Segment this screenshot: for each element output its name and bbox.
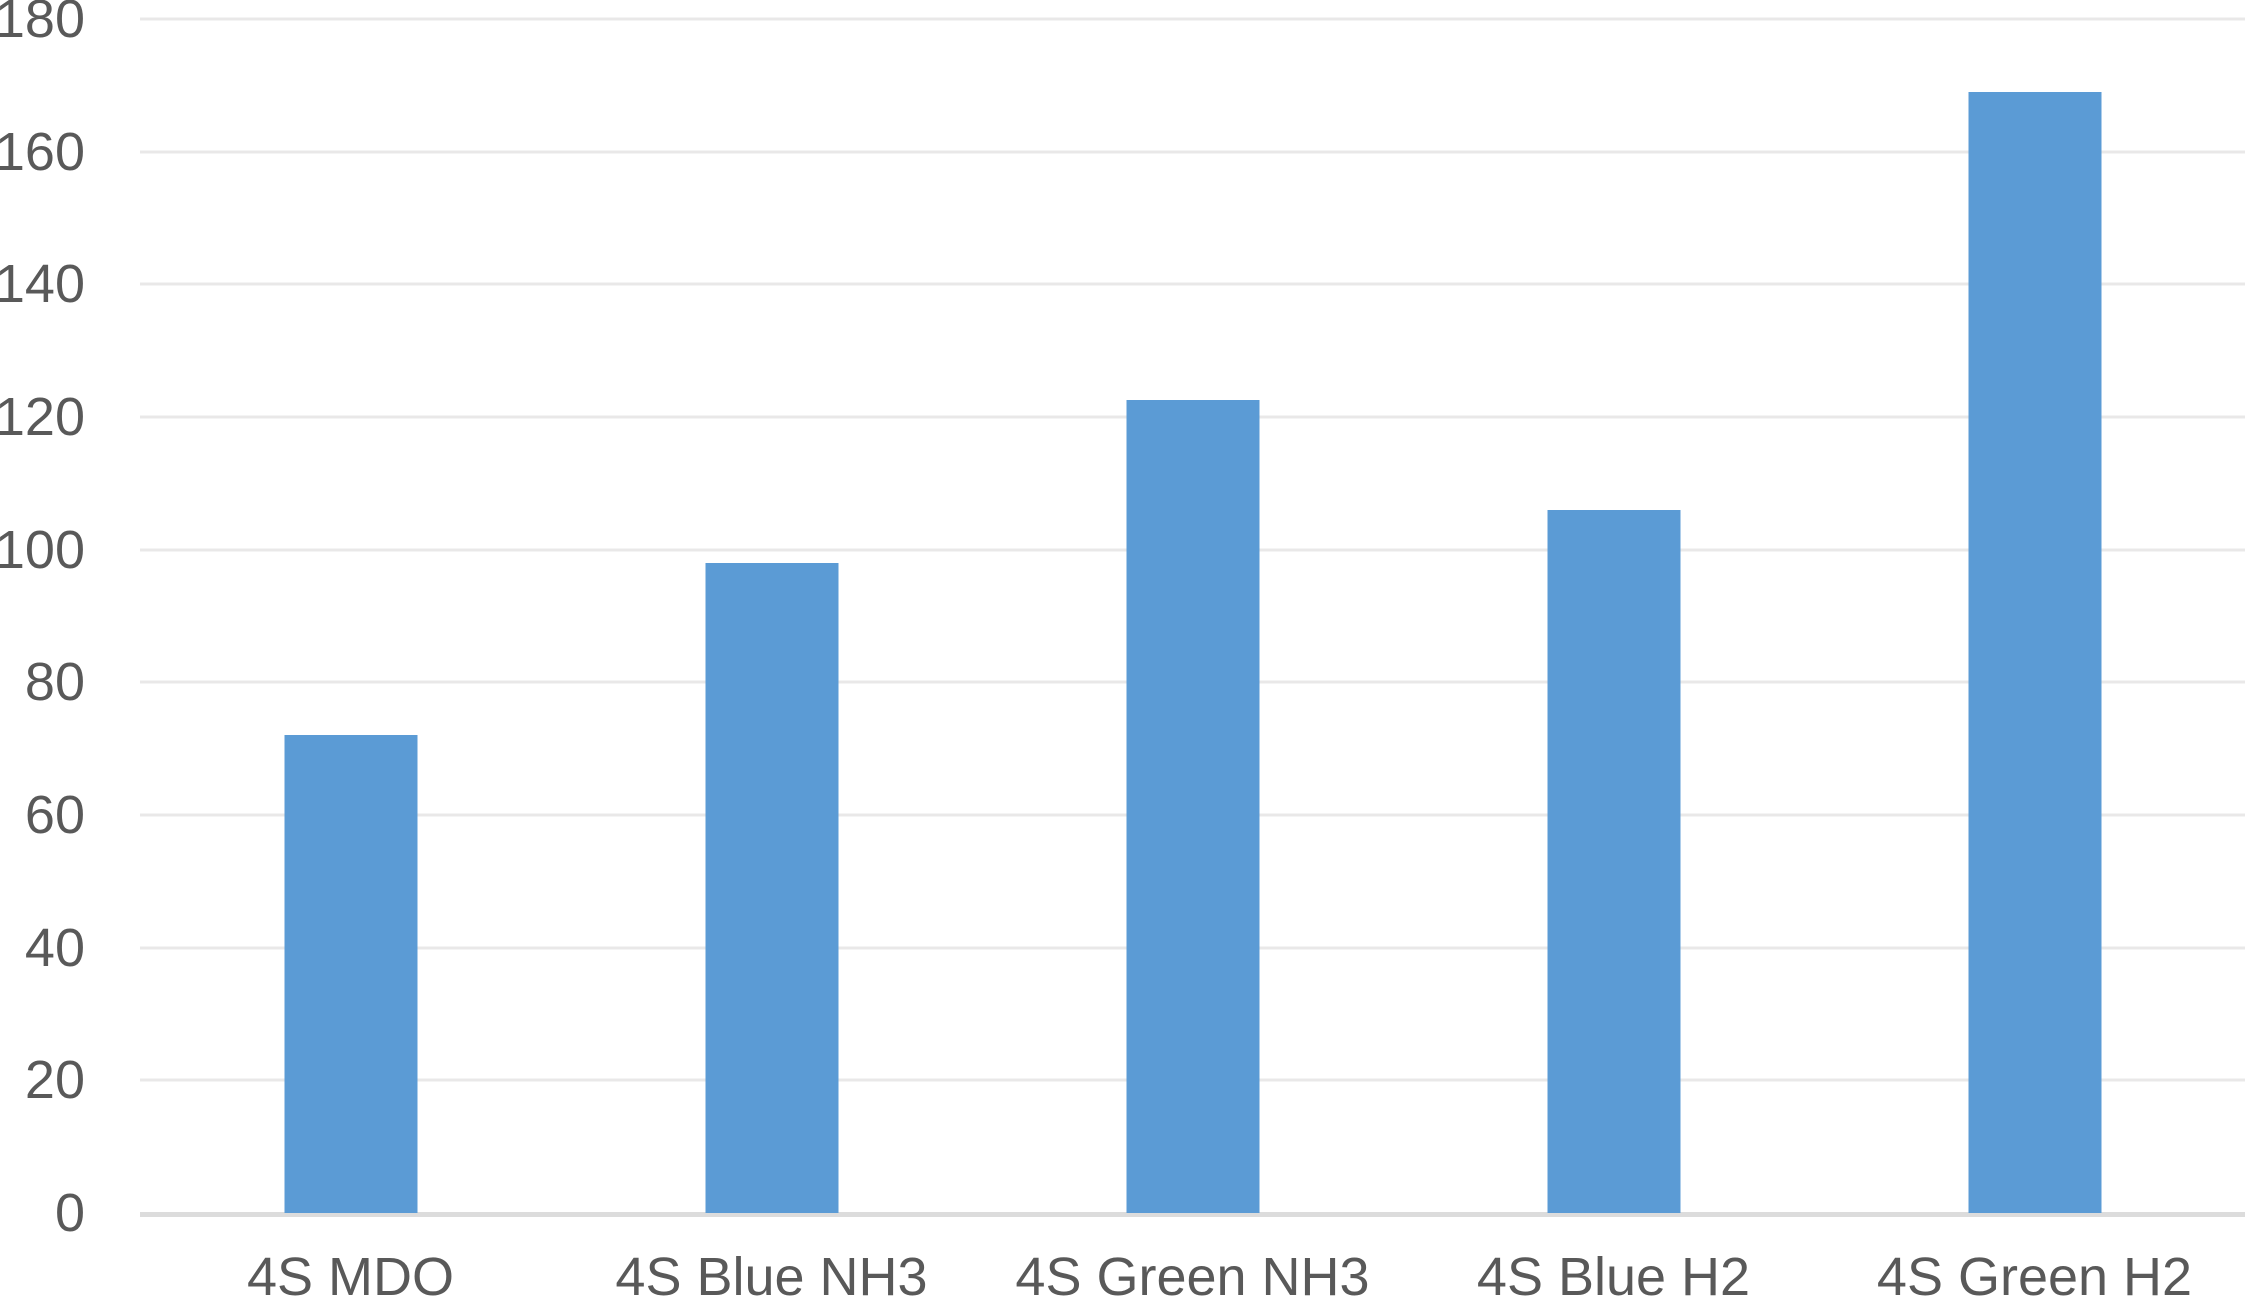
y-axis-tick-label: 120 <box>0 387 85 447</box>
y-axis-tick-label: 40 <box>24 917 85 978</box>
x-axis: 4S MDO 4S Blue NH3 4S Green NH3 4S Blue H2 4… <box>140 1244 2245 1310</box>
gridline <box>140 150 2245 154</box>
bar-4s-blue-h2 <box>1547 509 1680 1213</box>
bar-slot <box>140 19 561 1213</box>
y-axis-tick-label: 180 <box>0 0 85 49</box>
plot-slots <box>140 19 2245 1213</box>
bar-4s-mdo <box>284 735 417 1213</box>
y-axis-tick-label: 60 <box>24 785 85 845</box>
x-axis-line <box>140 1212 2245 1217</box>
bar-slot <box>561 19 982 1213</box>
x-axis-category-label: 4S Blue H2 <box>1476 1247 1751 1307</box>
y-axis-tick-label: 80 <box>24 652 85 713</box>
bar-slot <box>1403 19 1824 1213</box>
x-axis-category-label: 4S Blue NH3 <box>615 1247 928 1307</box>
gridline <box>140 17 2245 21</box>
x-axis-category-label: 4S Green NH3 <box>1015 1247 1370 1307</box>
plot-area <box>140 17 2245 1217</box>
x-axis-category-label: 4S Green H2 <box>1876 1247 2193 1307</box>
y-axis-tick-label: 140 <box>0 254 85 315</box>
bar-slot <box>1824 19 2245 1213</box>
bar-4s-green-h2 <box>1968 91 2101 1213</box>
gridline <box>140 282 2245 286</box>
bar-4s-blue-nh3 <box>705 562 838 1213</box>
y-axis: 180 160 140 120 100 80 60 40 20 0 <box>0 0 85 1240</box>
y-axis-tick-label: 160 <box>0 121 85 182</box>
x-axis-category-label: 4S MDO <box>246 1247 455 1307</box>
y-axis-tick-label: 0 <box>54 1183 85 1243</box>
y-axis-tick-label: 20 <box>24 1050 85 1111</box>
bar-slot <box>982 19 1403 1213</box>
y-axis-tick-label: 100 <box>0 519 85 580</box>
bar-4s-green-nh3 <box>1126 400 1259 1213</box>
